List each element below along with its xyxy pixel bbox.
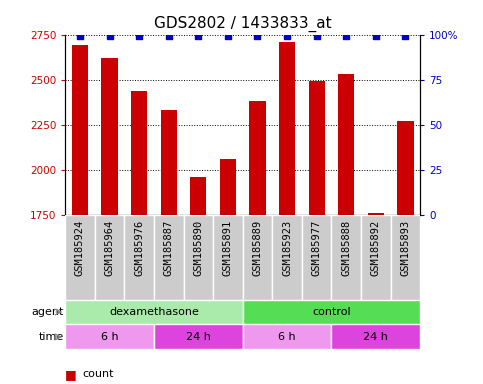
Text: 24 h: 24 h — [186, 332, 211, 342]
Text: GSM185890: GSM185890 — [193, 219, 203, 275]
Point — [195, 33, 202, 40]
Text: GSM185976: GSM185976 — [134, 219, 144, 275]
Text: agent: agent — [31, 307, 64, 317]
Bar — [391, 215, 420, 300]
Text: time: time — [39, 332, 64, 342]
Bar — [361, 215, 391, 300]
Bar — [190, 177, 206, 215]
Text: 6 h: 6 h — [101, 332, 118, 342]
Bar — [161, 110, 177, 215]
Bar — [272, 215, 302, 300]
Text: GSM185887: GSM185887 — [164, 219, 174, 275]
Point — [313, 33, 321, 40]
Bar — [368, 213, 384, 215]
Bar — [131, 91, 147, 215]
Bar — [154, 324, 243, 349]
Text: count: count — [82, 369, 114, 379]
Text: GSM185889: GSM185889 — [253, 219, 262, 275]
Bar — [72, 45, 88, 215]
Text: GSM185892: GSM185892 — [371, 219, 381, 275]
Text: dexamethasone: dexamethasone — [109, 307, 199, 317]
Text: GSM185893: GSM185893 — [400, 219, 411, 275]
Bar — [220, 159, 236, 215]
Point — [135, 33, 143, 40]
Text: ■: ■ — [65, 368, 77, 381]
Bar — [95, 215, 125, 300]
Bar — [249, 101, 266, 215]
Point — [283, 33, 291, 40]
Point — [372, 33, 380, 40]
Bar — [125, 215, 154, 300]
Text: GSM185891: GSM185891 — [223, 219, 233, 275]
Text: GSM185977: GSM185977 — [312, 219, 322, 275]
Text: GSM185964: GSM185964 — [105, 219, 114, 275]
Bar — [184, 215, 213, 300]
Point — [342, 33, 350, 40]
Bar — [279, 42, 295, 215]
Bar — [242, 324, 331, 349]
Bar — [302, 215, 331, 300]
Bar — [309, 81, 325, 215]
Point — [76, 33, 84, 40]
Text: control: control — [312, 307, 351, 317]
Bar — [101, 58, 118, 215]
Point — [254, 33, 261, 40]
Bar — [65, 300, 242, 324]
Point — [106, 33, 114, 40]
Point — [165, 33, 172, 40]
Point — [224, 33, 232, 40]
Title: GDS2802 / 1433833_at: GDS2802 / 1433833_at — [154, 16, 331, 32]
Text: GSM185888: GSM185888 — [341, 219, 351, 275]
Bar — [154, 215, 184, 300]
Bar — [242, 215, 272, 300]
Text: 24 h: 24 h — [363, 332, 388, 342]
Text: 6 h: 6 h — [278, 332, 296, 342]
Bar — [331, 215, 361, 300]
Bar — [398, 121, 413, 215]
Text: GSM185924: GSM185924 — [75, 219, 85, 275]
Bar — [65, 215, 95, 300]
Text: GSM185923: GSM185923 — [282, 219, 292, 275]
Bar — [338, 74, 355, 215]
Bar — [242, 300, 420, 324]
Bar — [331, 324, 420, 349]
Bar — [213, 215, 242, 300]
Bar — [65, 324, 154, 349]
Point — [401, 33, 409, 40]
